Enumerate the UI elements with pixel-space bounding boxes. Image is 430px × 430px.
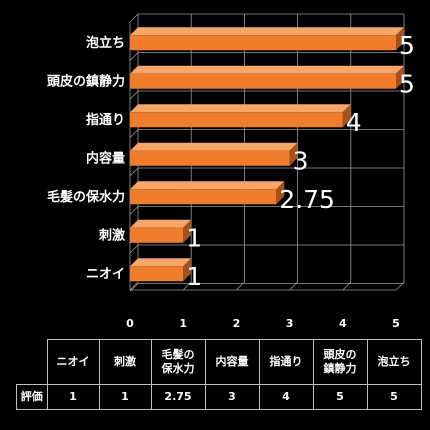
bar-side [276,181,285,205]
bar-top [130,104,351,113]
bar-side [183,219,192,243]
x-tick-label: 3 [286,317,294,330]
bar-top [130,181,285,190]
data-table-header-cell: 頭皮の 鎮静力 [312,339,368,385]
category-labels: ニオイ 刺激 毛髪の保水力 内容量 指通り 頭皮の鎮静力 泡立ち [47,35,126,282]
grid-line-depth [129,244,139,254]
bar-side [396,27,404,51]
category-label: 刺激 [99,227,126,243]
data-table-value-cell: 5 [312,384,368,410]
bar-side [396,65,404,89]
data-table-header-cell: 毛髪の 保水力 [150,339,206,385]
grid-line-depth [129,129,139,138]
grid-line-depth [129,167,139,177]
bar-top [130,258,192,267]
x-axis-ticks: 0 1 2 3 4 5 [126,317,400,330]
data-label: 1 [186,262,202,291]
grid-line-depth [129,52,139,61]
x-tick-label: 1 [179,317,187,330]
grid-line-depth [129,13,139,23]
category-label: 泡立ち [86,35,125,51]
bar-front [130,35,396,51]
data-label: 4 [346,108,362,137]
data-label: 3 [293,146,309,175]
category-label: 頭皮の鎮静力 [47,73,125,89]
x-tick-label: 0 [126,317,134,330]
bar [130,27,404,51]
data-table-value-cell: 4 [258,384,314,410]
data-table-header-cell: 内容量 [204,339,260,385]
data-table: ニオイ 刺激 毛髪の 保水力 内容量 指通り 頭皮の 鎮静力 泡立ち 評価 1 1 2.75 3 4 5 5 [16,339,422,410]
x-tick-label: 4 [339,317,347,330]
bar-side [183,258,192,282]
data-table-header-cell: 刺激 [98,339,152,385]
data-labels: 1 1 2.75 3 4 5 5 [186,31,415,291]
bar-top [130,65,404,74]
grid-line-depth [129,90,139,100]
bar-top [130,219,192,228]
category-label: 毛髪の保水力 [47,189,125,205]
grid-line-floor [395,281,405,291]
data-table-corner [16,339,48,385]
data-table-header-cell: ニオイ [46,339,100,385]
data-table-value-cell: 1 [98,384,152,410]
data-label: 5 [399,31,415,60]
data-table-header-cell: 泡立ち [366,339,422,385]
bar-chart: ニオイ 刺激 毛髪の保水力 内容量 指通り 頭皮の鎮静力 泡立ち 0 1 2 3 4 5 1 1 2.75… [47,13,415,330]
category-label: 内容量 [86,150,125,166]
data-label: 1 [186,223,202,252]
bar [130,65,404,89]
data-label: 5 [399,69,415,98]
grid-line-floor [182,281,192,291]
bar [130,104,351,128]
data-table-value-cell: 5 [366,384,422,410]
data-table-value-cell: 1 [46,384,100,410]
data-table-header-row: ニオイ 刺激 毛髪の 保水力 内容量 指通り 頭皮の 鎮静力 泡立ち [16,339,422,385]
category-label: ニオイ [86,267,125,282]
x-tick-label: 2 [233,317,241,330]
bar [130,181,285,205]
data-table-value-cell: 3 [204,384,260,410]
bar-front [130,266,184,282]
bar-front [130,73,396,89]
x-tick-label: 5 [392,317,400,330]
grid-line-floor [289,281,298,291]
grid-line-floor [129,281,139,291]
bar-side [289,142,298,166]
bar [130,258,192,282]
data-label: 2.75 [279,185,335,214]
bar-top [130,27,404,36]
bar-front [130,227,184,243]
bar [130,219,192,243]
data-table-value-row: 評価 1 1 2.75 3 4 5 5 [16,384,422,410]
bar-front [130,112,343,128]
bar [130,142,298,166]
bar-top [130,142,298,151]
grid-line-floor [236,281,245,291]
bar-side [342,104,351,128]
grid-line-floor [342,281,352,291]
bar-front [130,189,277,205]
grid-line-depth [129,206,139,215]
bars [130,27,404,282]
category-label: 指通り [86,112,125,128]
data-table-series-name: 評価 [16,384,48,410]
data-table-value-cell: 2.75 [150,384,206,410]
bar-front [130,150,290,166]
data-table-header-cell: 指通り [258,339,314,385]
